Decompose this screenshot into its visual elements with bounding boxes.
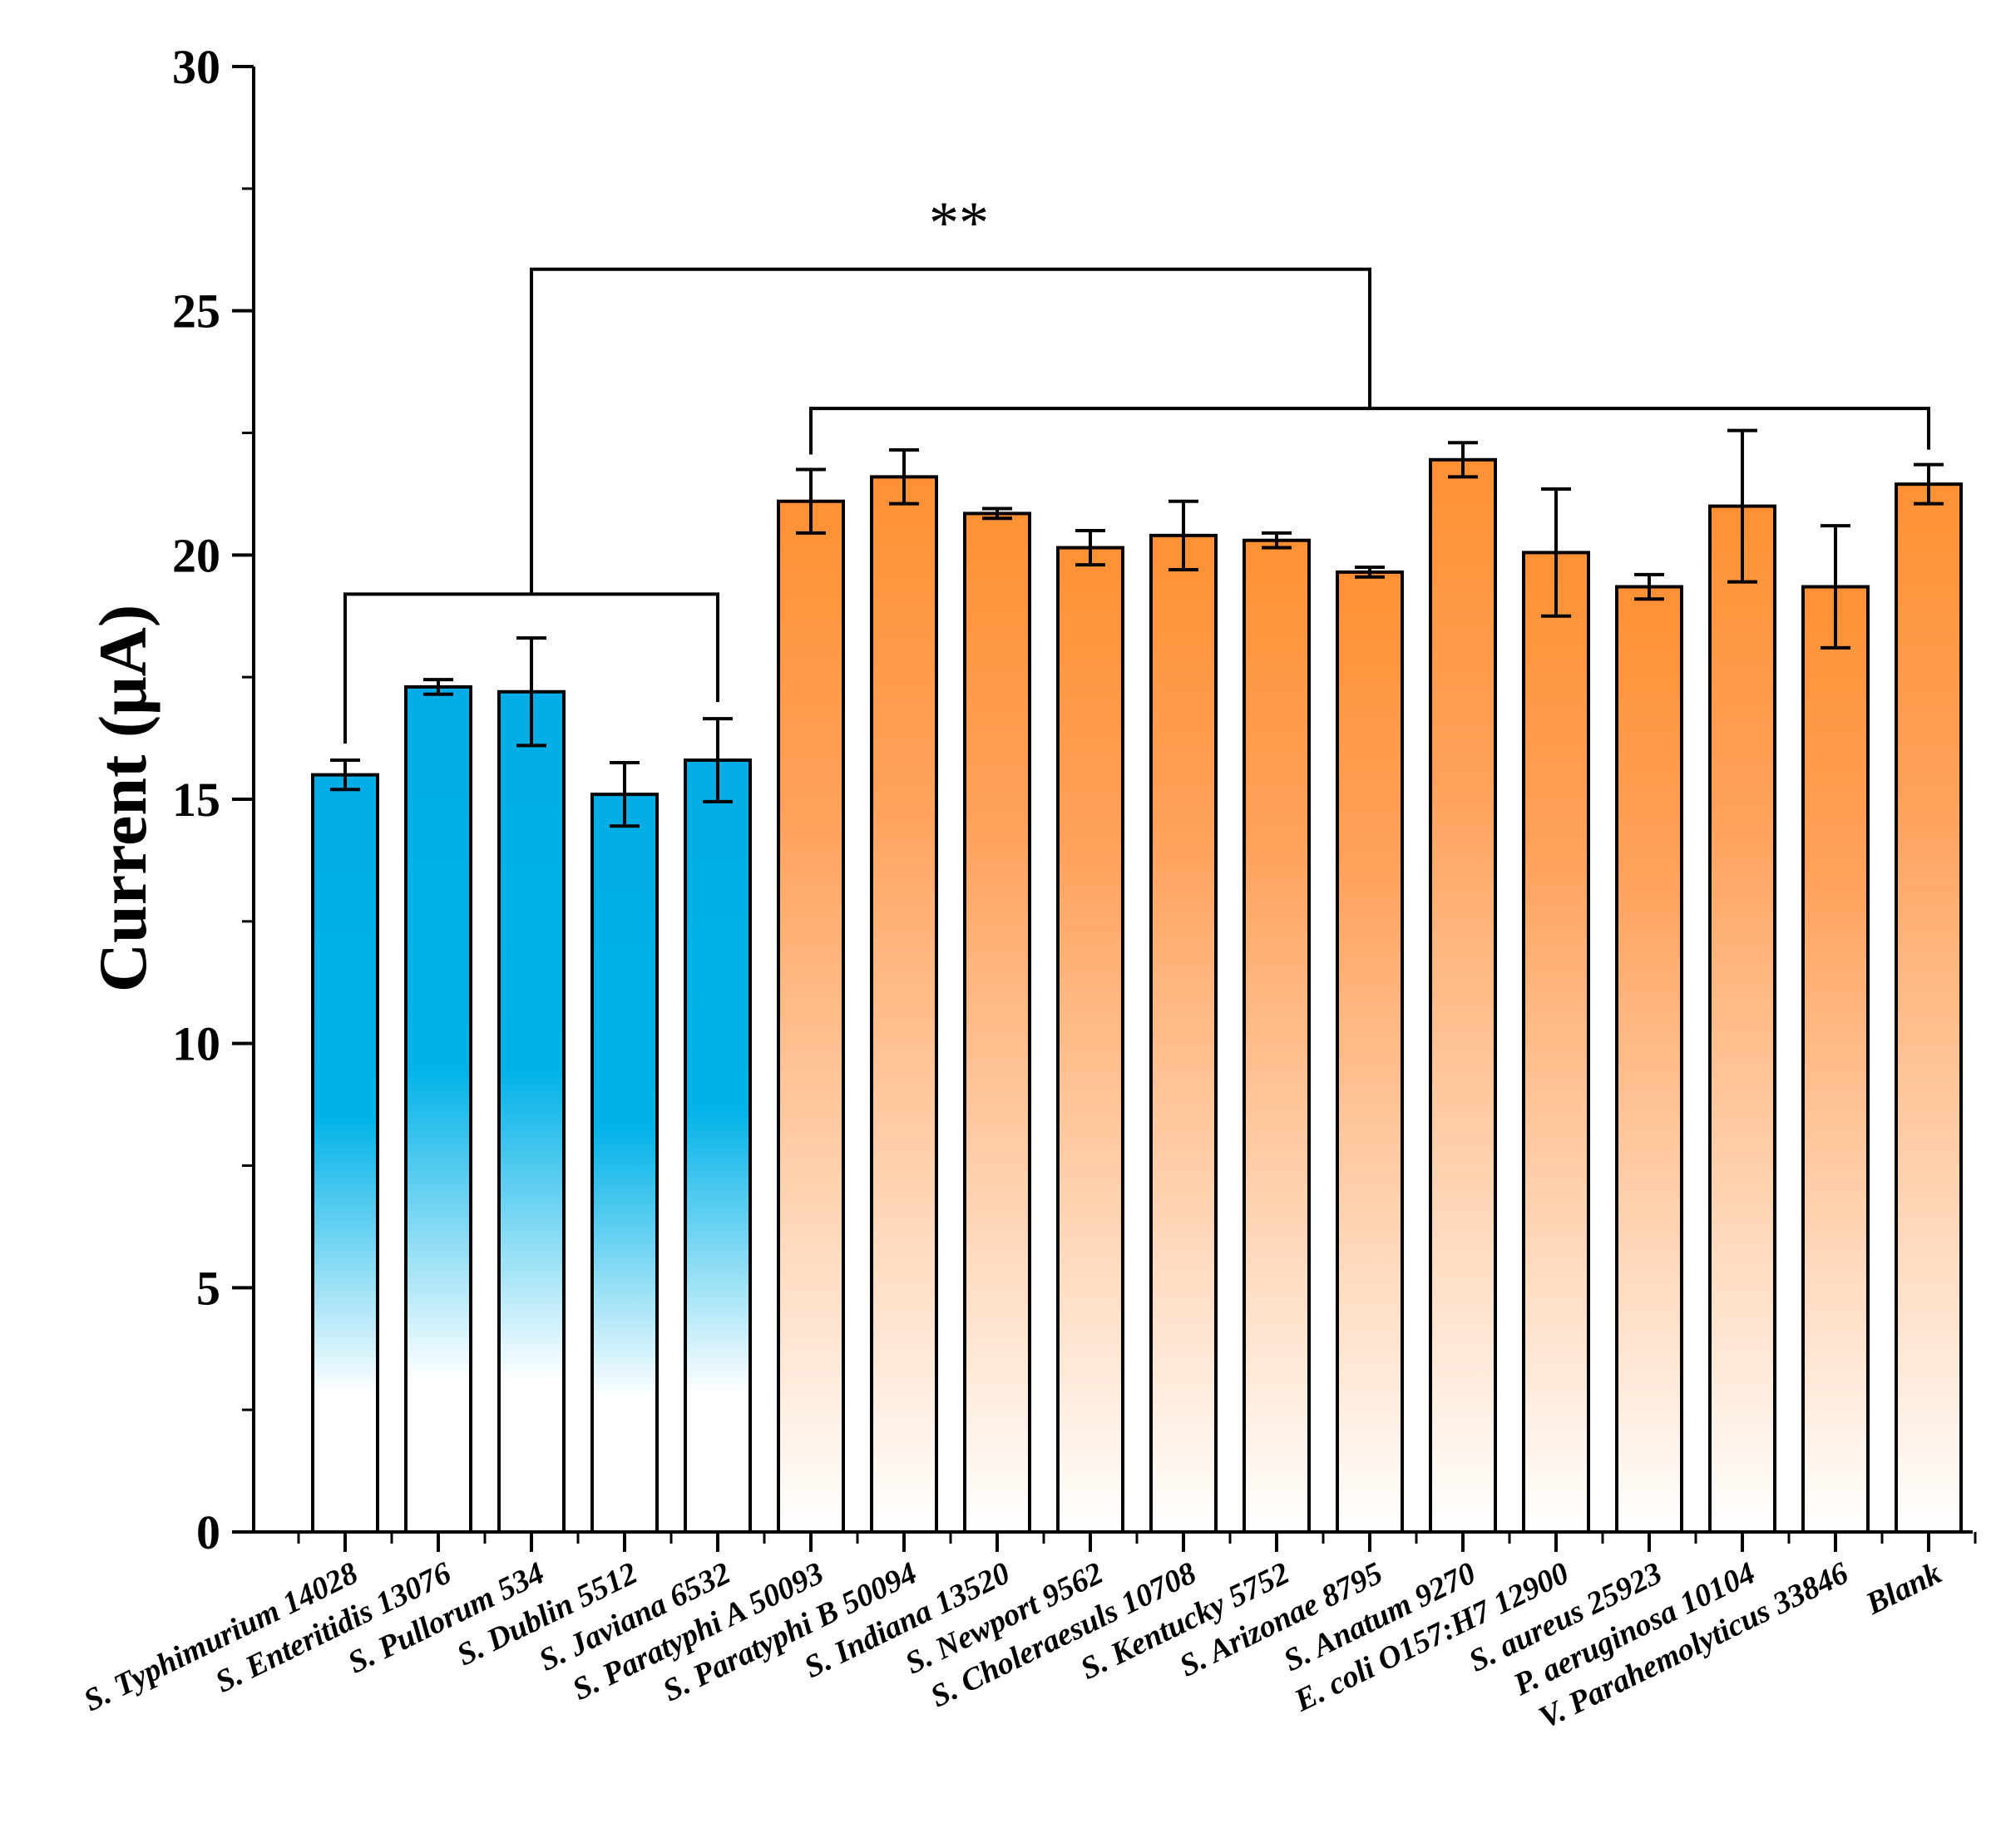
y-tick-label: 30 — [172, 40, 220, 94]
y-tick-label: 15 — [172, 773, 220, 827]
bar — [1336, 570, 1404, 1534]
y-tick-label: 25 — [172, 284, 220, 338]
category-label: Blank — [1860, 1555, 1947, 1622]
bar — [777, 499, 845, 1534]
bars — [311, 457, 1963, 1534]
bar — [497, 689, 566, 1534]
bar — [870, 475, 938, 1534]
y-tick-label: 0 — [196, 1505, 220, 1559]
bar — [590, 793, 659, 1534]
bracket-top — [530, 267, 1371, 595]
bar — [1801, 585, 1870, 1534]
bar — [1149, 533, 1218, 1534]
bar — [1429, 457, 1497, 1534]
bar — [684, 758, 752, 1534]
y-ticks: 0 5 10 15 20 25 30 — [172, 40, 254, 1559]
error-bars — [330, 428, 1944, 828]
significance-brackets — [343, 267, 1930, 744]
bar — [963, 511, 1031, 1534]
y-tick-label: 5 — [196, 1261, 220, 1315]
bar — [1056, 546, 1124, 1534]
bar — [1615, 585, 1683, 1534]
bracket-group-2 — [809, 407, 1930, 455]
bar — [1522, 551, 1590, 1534]
y-axis-label: Current (μA) — [85, 605, 161, 992]
bar — [311, 773, 379, 1534]
y-tick-label: 10 — [172, 1017, 220, 1071]
bar — [404, 684, 472, 1534]
significance-label: ** — [929, 190, 989, 256]
bar — [1243, 538, 1311, 1534]
bar — [1895, 482, 1963, 1534]
y-tick-label: 20 — [172, 528, 220, 582]
bar — [1708, 504, 1776, 1534]
x-ticks — [297, 1532, 1977, 1552]
